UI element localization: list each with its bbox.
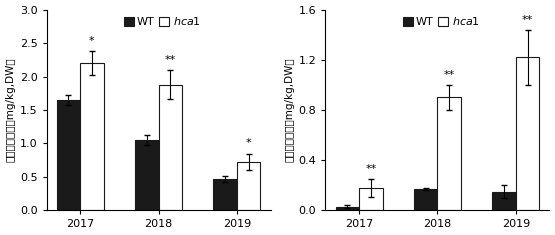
Y-axis label: 糙米中镁含量（mg/kg,DW）: 糙米中镁含量（mg/kg,DW） — [6, 58, 16, 162]
Bar — [80, 63, 104, 210]
Bar — [237, 161, 260, 210]
Text: **: ** — [165, 55, 176, 65]
Y-axis label: 糙米中硃含量（mg/kg,DW）: 糙米中硃含量（mg/kg,DW） — [285, 58, 295, 162]
Text: **: ** — [522, 15, 533, 25]
Text: **: ** — [365, 164, 376, 174]
Bar — [336, 207, 359, 210]
Legend: WT, $hca1$: WT, $hca1$ — [402, 15, 480, 27]
Legend: WT, $hca1$: WT, $hca1$ — [124, 15, 200, 27]
Bar — [57, 100, 80, 210]
Bar — [135, 140, 159, 210]
Bar — [516, 57, 539, 210]
Bar — [159, 85, 182, 210]
Bar — [414, 189, 437, 210]
Bar — [359, 188, 382, 210]
Bar — [492, 192, 516, 210]
Bar — [437, 98, 461, 210]
Text: **: ** — [443, 70, 455, 80]
Text: *: * — [89, 36, 95, 46]
Text: *: * — [246, 138, 251, 149]
Bar — [213, 179, 237, 210]
